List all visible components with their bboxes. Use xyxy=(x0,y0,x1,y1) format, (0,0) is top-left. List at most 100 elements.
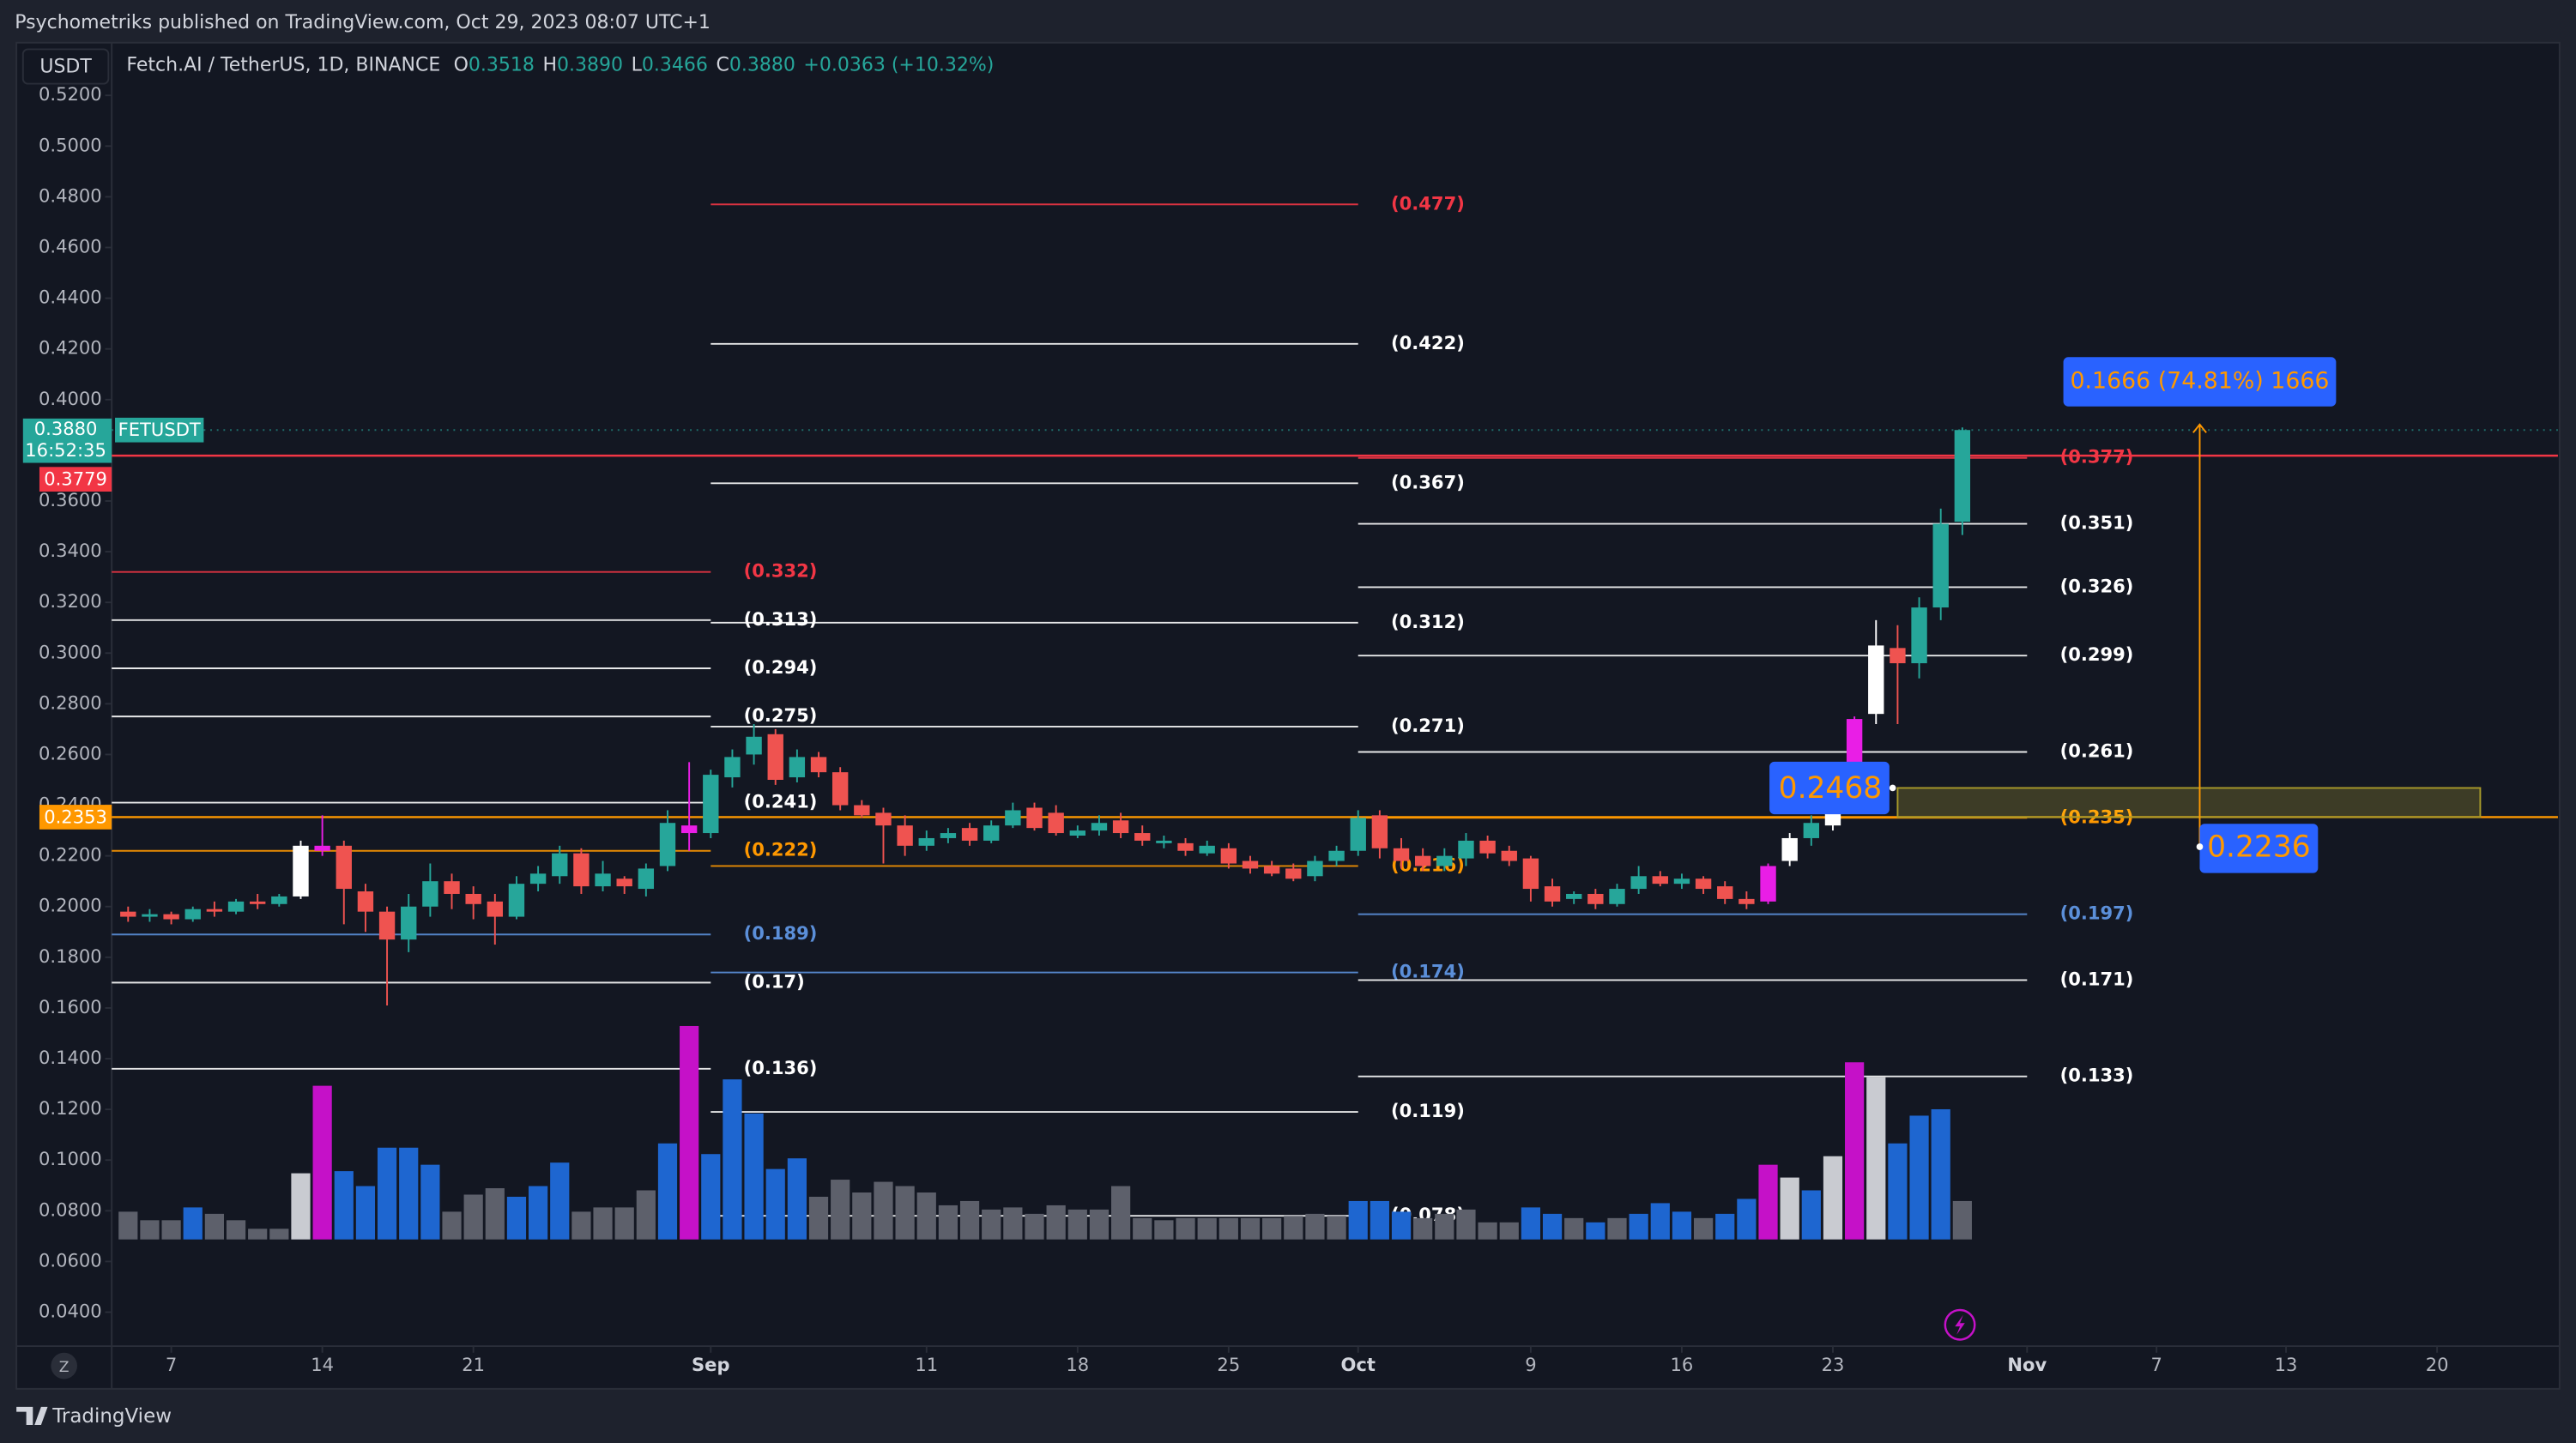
volume-bar xyxy=(355,1186,376,1240)
x-tick-label: 25 xyxy=(1217,1354,1240,1375)
candle-body xyxy=(1868,645,1884,715)
candle-body xyxy=(163,914,179,920)
level-label: (0.174) xyxy=(1391,961,1465,982)
volume-bar xyxy=(680,1025,699,1240)
level-label: (0.332) xyxy=(744,560,818,582)
volume-bar xyxy=(399,1147,419,1240)
y-tick-label: 0.1800 xyxy=(39,945,102,967)
volume-bar xyxy=(1218,1217,1238,1240)
candle-body xyxy=(1199,845,1215,854)
candle-body xyxy=(1069,830,1085,836)
volume-bar xyxy=(1499,1222,1519,1240)
price-label: 0.2353 xyxy=(44,806,107,827)
candle-body xyxy=(1522,858,1539,890)
volume-bar xyxy=(1110,1186,1131,1240)
level-label: (0.422) xyxy=(1391,332,1465,353)
candle-body xyxy=(1544,886,1561,902)
level-label: (0.367) xyxy=(1391,471,1465,492)
level-label: (0.261) xyxy=(2060,740,2134,762)
volume-bar xyxy=(420,1164,440,1240)
candle-body xyxy=(1911,607,1927,664)
candle-body xyxy=(1630,876,1647,890)
candle-body xyxy=(1026,807,1043,829)
low-anchor xyxy=(2196,843,2204,850)
price-label: 0.3779 xyxy=(44,468,107,490)
x-tick-label: Sep xyxy=(692,1354,730,1375)
box-top-label: 0.2468 xyxy=(1779,771,1883,806)
header: Psychometriks published on TradingView.c… xyxy=(15,12,711,33)
y-tick-label: 0.0800 xyxy=(39,1198,102,1220)
volume-bar xyxy=(1801,1190,1821,1240)
lightning-icon[interactable] xyxy=(1944,1308,1976,1341)
ohlc-key: O xyxy=(454,55,469,76)
volume-bar xyxy=(1391,1211,1412,1240)
volume-bar xyxy=(1737,1198,1757,1240)
volume-bar xyxy=(657,1143,678,1240)
y-tick-label: 0.4800 xyxy=(39,184,102,206)
volume-bar xyxy=(140,1220,160,1240)
volume-bar xyxy=(1370,1200,1389,1240)
candle-body xyxy=(249,901,266,904)
volume-bar xyxy=(916,1192,936,1240)
volume-bar xyxy=(226,1220,246,1240)
volume-bar xyxy=(506,1196,527,1240)
last-price-box xyxy=(22,418,112,463)
candle-body xyxy=(638,868,655,890)
currency[interactable]: USDT xyxy=(39,56,92,77)
x-tick-label: Oct xyxy=(1341,1354,1376,1375)
candle-body xyxy=(184,909,201,920)
zoom-icon-glyph[interactable]: Z xyxy=(59,1359,70,1376)
candle-body xyxy=(1717,886,1733,899)
candle-body xyxy=(1242,860,1259,869)
volume-bar xyxy=(291,1173,311,1240)
x-tick-label: 18 xyxy=(1066,1354,1089,1375)
ohlc-value: 0.3880 xyxy=(729,55,795,76)
candle-body xyxy=(789,757,806,778)
volume-bar xyxy=(183,1207,203,1240)
volume-bar xyxy=(463,1194,483,1240)
candle-body xyxy=(1307,860,1323,877)
level-label: (0.119) xyxy=(1391,1100,1465,1121)
candle-body xyxy=(422,881,438,907)
candle-body xyxy=(1112,820,1129,834)
symbol-tag-label: FETUSDT xyxy=(118,419,201,440)
candle-body xyxy=(336,845,352,890)
y-tick-label: 0.5000 xyxy=(39,134,102,155)
candle-body xyxy=(1263,866,1280,874)
y-tick-label: 0.0400 xyxy=(39,1301,102,1322)
volume-bar xyxy=(1089,1209,1110,1240)
y-tick-label: 0.2200 xyxy=(39,844,102,866)
y-tick-label: 0.3200 xyxy=(39,590,102,612)
volume-bar xyxy=(1348,1200,1368,1240)
level-label: (0.17) xyxy=(744,970,805,992)
level-label: (0.133) xyxy=(2060,1065,2134,1086)
volume-bar xyxy=(442,1211,462,1240)
level-label: (0.275) xyxy=(744,704,818,726)
measure-box xyxy=(1896,787,2482,818)
last-price-label: 0.3880 xyxy=(34,418,98,439)
currency-button[interactable] xyxy=(21,48,110,85)
change: +0.0363 (+10.32%) xyxy=(803,55,994,76)
volume-bar xyxy=(593,1207,613,1240)
volume-bar xyxy=(1154,1220,1174,1240)
volume-bar xyxy=(485,1188,505,1240)
x-tick-label: 7 xyxy=(166,1354,177,1375)
volume-bar xyxy=(1866,1077,1886,1240)
x-tick-label: 16 xyxy=(1671,1354,1694,1375)
level-label: (0.326) xyxy=(2060,575,2134,596)
candle-body xyxy=(1285,868,1302,879)
candle-body xyxy=(767,734,783,781)
zoom-icon[interactable] xyxy=(51,1352,77,1380)
candle-body xyxy=(1414,855,1431,866)
candle-body xyxy=(314,845,330,851)
box-top-anchor xyxy=(1889,784,1896,792)
level-label: (0.313) xyxy=(744,608,818,630)
candle-body xyxy=(1501,850,1517,861)
volume-bar xyxy=(1046,1205,1066,1240)
volume-bar xyxy=(1909,1115,1929,1240)
x-tick-label: 21 xyxy=(462,1354,485,1375)
lightning-glyph[interactable] xyxy=(1955,1314,1965,1335)
volume-bar xyxy=(787,1158,807,1240)
candle-body xyxy=(961,828,978,841)
